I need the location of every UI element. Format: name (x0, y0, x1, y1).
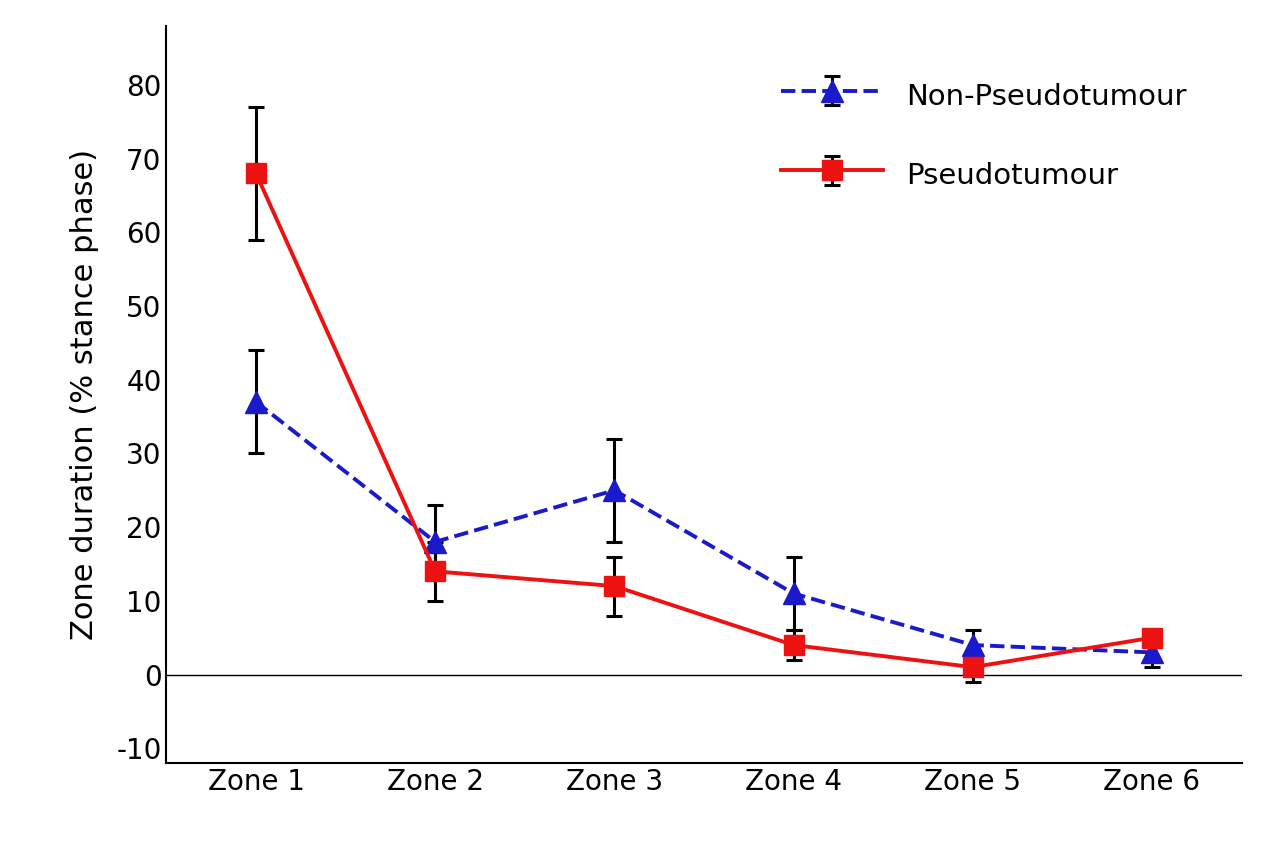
Legend: Non-Pseudotumour, Pseudotumour: Non-Pseudotumour, Pseudotumour (753, 48, 1216, 221)
Y-axis label: Zone duration (% stance phase): Zone duration (% stance phase) (70, 149, 100, 640)
